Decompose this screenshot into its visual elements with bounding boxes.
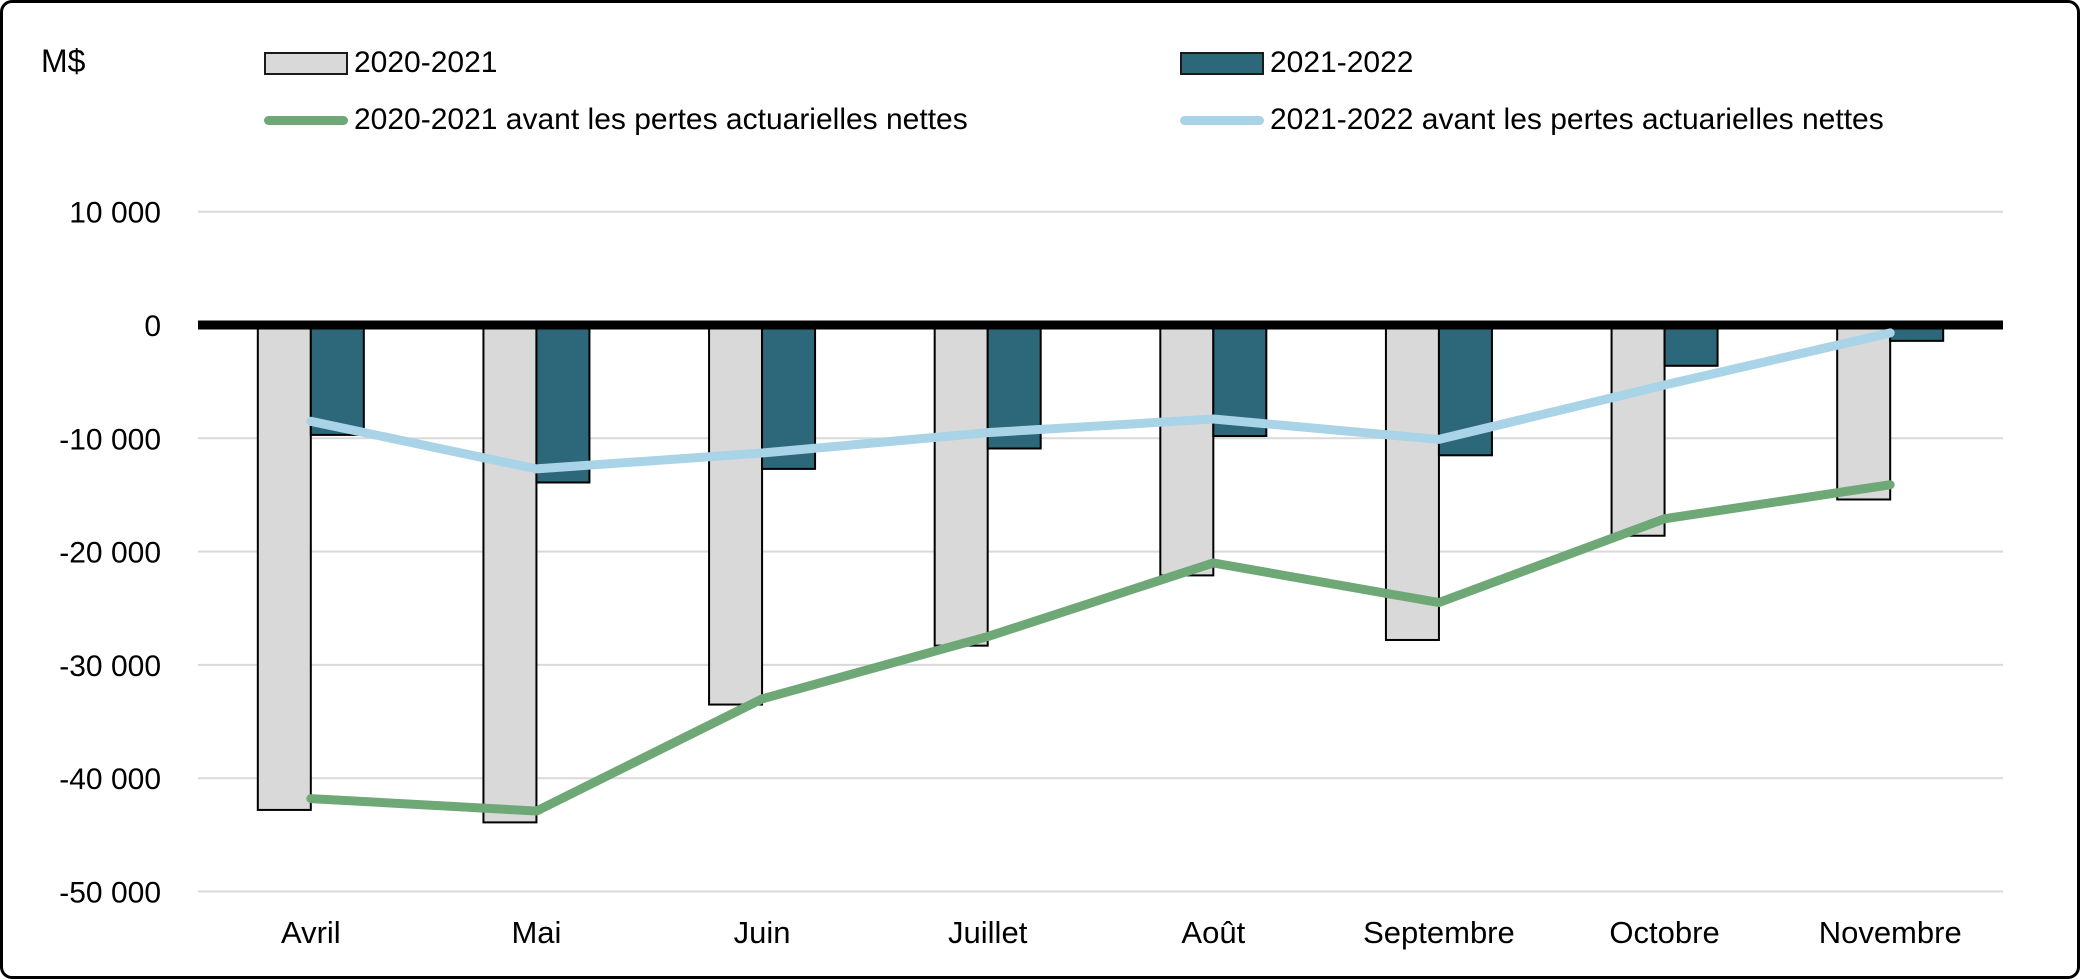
x-axis-label-Novembre: Novembre bbox=[1819, 915, 1962, 950]
legend-label-2020-2021: 2020-2021 bbox=[354, 46, 498, 79]
legend-label-2020-2021-avant-pertes: 2020-2021 avant les pertes actuarielles … bbox=[354, 103, 968, 136]
y-axis-unit-label: M$ bbox=[41, 43, 86, 79]
bar-2021-2022-Avril bbox=[309, 324, 365, 436]
y-tick-label: -10 000 bbox=[59, 423, 161, 456]
legend-swatch-2021-2022-bar bbox=[1180, 51, 1264, 75]
bar-2020-2021-Avril bbox=[256, 324, 312, 811]
line-2020-2021-avant-les-pertes-actuarielles-nettes bbox=[306, 480, 1895, 816]
bar-2021-2022-Octobre bbox=[1663, 324, 1719, 367]
legend-item-2021-2022-avant-pertes: 2021-2022 avant les pertes actuarielles … bbox=[1180, 100, 1884, 140]
legend-swatch-2021-2022-line bbox=[1180, 115, 1264, 125]
x-axis-label-Septembre: Septembre bbox=[1363, 915, 1515, 950]
y-tick-label: -40 000 bbox=[59, 763, 161, 796]
legend-item-2020-2021: 2020-2021 bbox=[264, 43, 497, 83]
legend-label-2021-2022: 2021-2022 bbox=[1270, 46, 1414, 79]
line-2021-2022-avant-les-pertes-actuarielles-nettes bbox=[306, 328, 1895, 474]
x-axis-label-Juillet: Juillet bbox=[948, 915, 1028, 950]
bar-2020-2021-Mai bbox=[482, 324, 538, 824]
x-axis-label-Octobre: Octobre bbox=[1609, 915, 1719, 950]
legend-swatch-2020-2021-line bbox=[264, 115, 348, 125]
bar-2021-2022-Mai bbox=[535, 324, 591, 484]
legend-swatch-2020-2021-bar bbox=[264, 51, 348, 75]
bar-2020-2021-Juin bbox=[708, 324, 764, 706]
x-axis-label-Juin: Juin bbox=[734, 915, 791, 950]
y-tick-label: -50 000 bbox=[59, 877, 161, 910]
x-axis-label-Avril: Avril bbox=[281, 915, 341, 950]
y-tick-label: -20 000 bbox=[59, 537, 161, 570]
y-tick-label: 10 000 bbox=[69, 197, 161, 230]
bar-2020-2021-Novembre bbox=[1836, 324, 1892, 501]
bar-2020-2021-Septembre bbox=[1384, 324, 1440, 641]
legend-item-2020-2021-avant-pertes: 2020-2021 avant les pertes actuarielles … bbox=[264, 100, 968, 140]
bar-2020-2021-Octobre bbox=[1610, 324, 1666, 537]
legend-item-2021-2022: 2021-2022 bbox=[1180, 43, 1413, 83]
bar-2020-2021-Juillet bbox=[933, 324, 989, 647]
y-tick-label: 0 bbox=[144, 310, 161, 343]
plot-area: 10 000 0 -10 000 -20 000 -30 000 -40 000 -50 0… bbox=[59, 197, 2003, 950]
bar-2020-2021-Août bbox=[1159, 324, 1215, 577]
x-axis-label-Août: Août bbox=[1181, 915, 1245, 950]
y-tick-label: -30 000 bbox=[59, 650, 161, 683]
x-axis-label-Mai: Mai bbox=[511, 915, 561, 950]
legend-label-2021-2022-avant-pertes: 2021-2022 avant les pertes actuarielles … bbox=[1270, 103, 1884, 136]
